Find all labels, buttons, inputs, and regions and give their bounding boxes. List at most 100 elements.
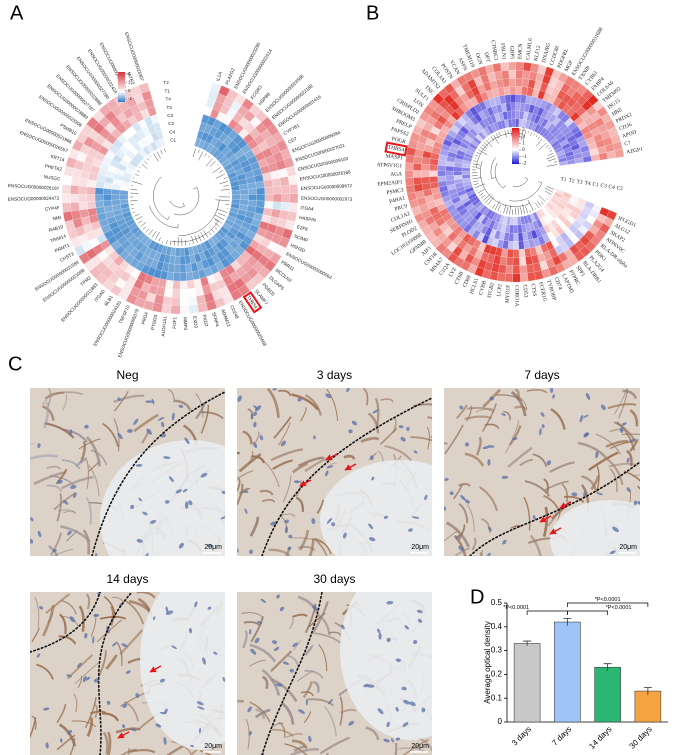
nucleus: [254, 637, 260, 644]
fiber: [304, 603, 317, 634]
gene-label: DNAJB5: [541, 42, 552, 63]
gene-label: PRR11: [280, 260, 295, 272]
dendrogram: [219, 170, 224, 173]
legend-label: 1: [522, 141, 525, 147]
heatmap-cell: [526, 263, 535, 274]
fiber: [292, 462, 308, 474]
nucleus: [253, 441, 258, 448]
heatmap-cell: [62, 202, 72, 213]
fiber: [115, 727, 141, 734]
dendrogram: [538, 194, 546, 203]
nucleus: [77, 662, 82, 668]
heatmap-cell: [179, 272, 187, 282]
gene-label: CD53: [521, 284, 528, 298]
nucleus: [149, 519, 157, 524]
dendrogram: [214, 227, 218, 230]
nucleus: [460, 495, 466, 501]
nucleus: [313, 435, 316, 440]
bar: [513, 643, 541, 723]
fiber: [102, 712, 119, 722]
error-bar: [643, 687, 652, 695]
fiber: [508, 425, 522, 446]
dendrogram: [218, 212, 226, 217]
heatmap-cell: [506, 257, 514, 266]
fiber: [61, 475, 94, 490]
fiber: [481, 518, 491, 533]
nucleus: [298, 709, 306, 714]
heatmap-cell: [404, 170, 414, 179]
gene-label: TNFSF10: [118, 304, 131, 325]
nucleus: [512, 437, 518, 441]
fiber: [339, 696, 344, 726]
gene-label: HBZ: [611, 107, 623, 118]
nucleus: [247, 706, 252, 713]
dendrogram: [482, 193, 491, 201]
fiber: [510, 524, 522, 529]
heatmap-cell: [413, 155, 423, 164]
fiber: [343, 454, 356, 460]
heatmap-cell: [175, 247, 181, 257]
nucleus: [378, 632, 382, 640]
dendrogram: [530, 132, 532, 136]
heatmap-cell: [70, 202, 80, 212]
heatmap-cell: [86, 201, 96, 210]
legend-label: 2: [128, 71, 131, 76]
heatmap-cell: [78, 177, 89, 187]
nucleus: [36, 653, 41, 658]
fiber: [270, 448, 304, 462]
bar: [554, 621, 581, 723]
group-label: T2: [163, 80, 169, 85]
nucleus: [37, 530, 42, 538]
nucleus: [417, 618, 423, 623]
dendrogram: [473, 180, 479, 183]
fiber: [42, 394, 50, 406]
boundary: [30, 592, 101, 653]
gene-label: CYP4F: [45, 205, 60, 211]
fiber: [542, 506, 549, 537]
legend-label: 3: [522, 127, 525, 133]
dendrogram: [185, 239, 187, 246]
nucleus: [243, 490, 249, 494]
nucleus: [280, 440, 287, 447]
heatmap-cell: [421, 170, 430, 178]
fiber: [467, 406, 495, 413]
dendrogram: [140, 221, 147, 227]
dendrogram: [142, 226, 147, 230]
fiber: [316, 499, 324, 514]
dendrogram: [148, 229, 154, 236]
gene-label: AGA: [390, 171, 402, 177]
nucleus: [501, 475, 509, 479]
dendrogram: [225, 204, 230, 206]
heatmap-cell: [165, 279, 174, 290]
fiber: [281, 702, 295, 725]
fiber: [550, 408, 566, 430]
gene-label: TRIM14: [50, 233, 67, 243]
heatmap-cell: [273, 193, 282, 203]
dendrogram: [527, 199, 530, 204]
nucleus: [248, 731, 252, 736]
nucleus: [409, 701, 416, 707]
fiber: [237, 470, 254, 480]
nucleus: [165, 606, 169, 613]
heatmap-cell: [179, 247, 185, 257]
fiber: [282, 475, 292, 503]
fiber: [113, 394, 145, 403]
nucleus: [621, 422, 627, 426]
nucleus: [168, 476, 175, 483]
fiber: [475, 436, 482, 456]
nucleus: [184, 437, 190, 445]
nucleus: [583, 491, 586, 498]
nucleus: [271, 640, 278, 645]
nucleus: [305, 698, 309, 706]
fiber: [458, 502, 469, 524]
fiber: [308, 698, 334, 707]
arrow: [559, 501, 572, 509]
fiber: [278, 422, 291, 446]
dendrogram: [480, 160, 530, 207]
nucleus: [579, 414, 584, 423]
dendrogram: [219, 199, 230, 202]
dendrogram: [518, 129, 521, 139]
dendrogram: [209, 160, 216, 167]
nucleus: [449, 491, 454, 496]
nucleus: [207, 544, 213, 548]
